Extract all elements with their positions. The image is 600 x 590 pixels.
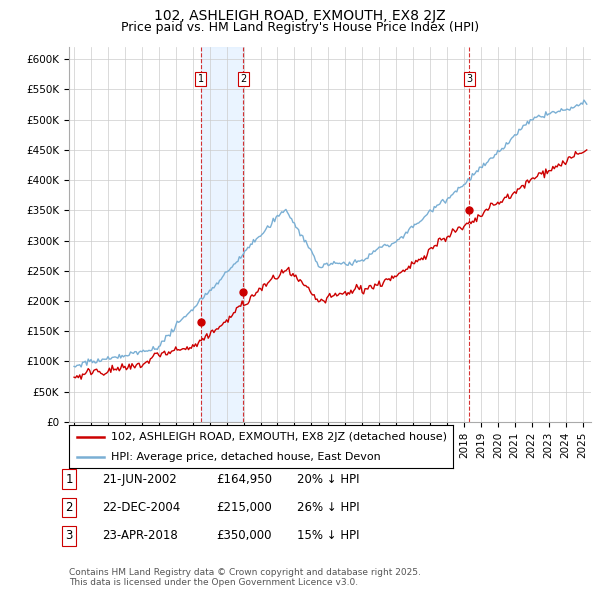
Text: 3: 3 xyxy=(65,529,73,542)
Text: 26% ↓ HPI: 26% ↓ HPI xyxy=(297,501,359,514)
Text: Price paid vs. HM Land Registry's House Price Index (HPI): Price paid vs. HM Land Registry's House … xyxy=(121,21,479,34)
Text: 15% ↓ HPI: 15% ↓ HPI xyxy=(297,529,359,542)
Text: 1: 1 xyxy=(197,74,204,84)
Text: 22-DEC-2004: 22-DEC-2004 xyxy=(102,501,180,514)
Text: 3: 3 xyxy=(466,74,472,84)
Text: 2: 2 xyxy=(65,501,73,514)
Text: 23-APR-2018: 23-APR-2018 xyxy=(102,529,178,542)
Text: £215,000: £215,000 xyxy=(216,501,272,514)
Text: 102, ASHLEIGH ROAD, EXMOUTH, EX8 2JZ (detached house): 102, ASHLEIGH ROAD, EXMOUTH, EX8 2JZ (de… xyxy=(111,432,447,442)
Text: £350,000: £350,000 xyxy=(216,529,271,542)
Text: Contains HM Land Registry data © Crown copyright and database right 2025.
This d: Contains HM Land Registry data © Crown c… xyxy=(69,568,421,587)
Bar xyxy=(200,47,243,422)
Text: 20% ↓ HPI: 20% ↓ HPI xyxy=(297,473,359,486)
Text: 2: 2 xyxy=(240,74,247,84)
Text: HPI: Average price, detached house, East Devon: HPI: Average price, detached house, East… xyxy=(111,453,381,462)
Text: £164,950: £164,950 xyxy=(216,473,272,486)
Text: 1: 1 xyxy=(65,473,73,486)
Text: 21-JUN-2002: 21-JUN-2002 xyxy=(102,473,177,486)
Text: 102, ASHLEIGH ROAD, EXMOUTH, EX8 2JZ: 102, ASHLEIGH ROAD, EXMOUTH, EX8 2JZ xyxy=(154,9,446,23)
